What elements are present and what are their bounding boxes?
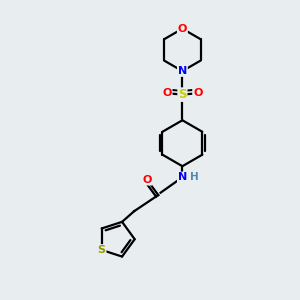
Text: O: O: [193, 88, 202, 98]
Text: S: S: [178, 88, 187, 101]
Text: N: N: [178, 66, 187, 76]
Text: H: H: [190, 172, 199, 182]
Text: S: S: [98, 245, 106, 255]
Text: N: N: [178, 172, 187, 182]
Text: O: O: [162, 88, 172, 98]
Text: O: O: [142, 175, 152, 185]
Text: O: O: [178, 24, 187, 34]
